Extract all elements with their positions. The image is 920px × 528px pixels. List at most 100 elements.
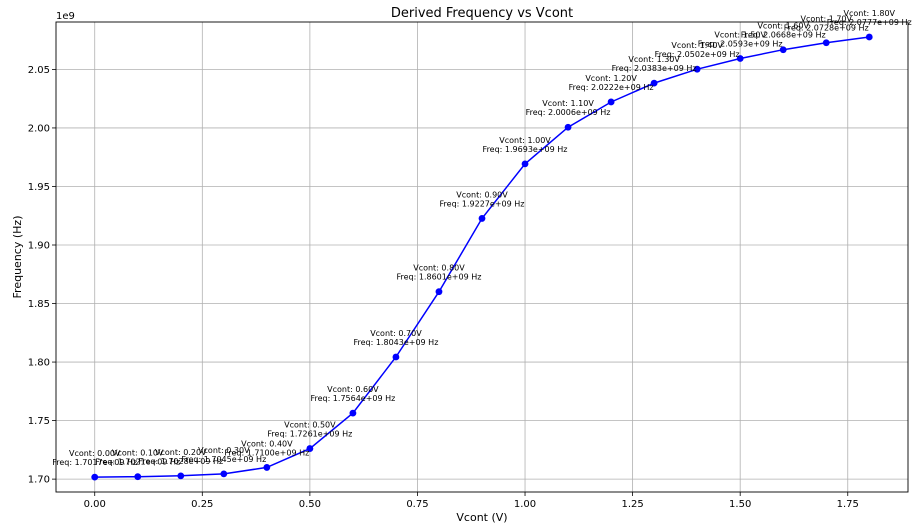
data-point [220, 470, 228, 478]
axis-ticks: 0.00 0.25 0.50 0.75 1.00 1.25 1.50 1.75 1.70 1.75… [28, 65, 859, 510]
annotation-vcont-text: Vcont: 0.10V [112, 449, 164, 458]
data-point [607, 98, 615, 106]
annotation-freq-text: Freq: 2.0777e+09 Hz [827, 18, 912, 27]
annotation-freq-text: Freq: 1.7045e+09 Hz [181, 455, 266, 464]
annotation-freq-text: Freq: 2.0222e+09 Hz [569, 83, 654, 92]
annotation-vcont-text: Vcont: 0.20V [155, 448, 207, 457]
series-line [94, 36, 870, 478]
annotation-freq-text: Freq: 1.8043e+09 Hz [353, 338, 438, 347]
x-tick-label: 0.75 [406, 499, 428, 510]
x-tick-label: 0.00 [84, 499, 106, 510]
data-point [435, 288, 443, 296]
grid [56, 22, 908, 492]
y-tick-label: 1.80 [28, 358, 50, 369]
annotation-freq-text: Freq: 2.0502e+09 Hz [655, 50, 740, 59]
annotation-vcont-text: Vcont: 0.90V [456, 190, 508, 199]
y-tick-label: 2.05 [28, 65, 50, 76]
y-axis-label: Frequency (Hz) [11, 216, 24, 299]
annotation-freq-text: Freq: 1.7100e+09 Hz [224, 448, 309, 457]
data-point [779, 46, 787, 54]
annotation-vcont-text: Vcont: 1.20V [585, 74, 637, 83]
annotation-vcont-text: Vcont: 0.70V [370, 329, 422, 338]
data-point [521, 160, 529, 168]
annotation-freq-text: Freq: 1.7017e+09 Hz [52, 458, 137, 467]
annotation-vcont-text: Vcont: 1.50V [714, 31, 766, 40]
x-tick-label: 1.75 [837, 499, 859, 510]
annotation-freq-text: Freq: 2.0006e+09 Hz [526, 108, 611, 117]
data-point [650, 79, 658, 87]
data-point [822, 39, 830, 47]
y-tick-label: 1.95 [28, 182, 50, 193]
y-tick-label: 1.75 [28, 416, 50, 427]
annotation-vcont-text: Vcont: 0.50V [284, 421, 336, 430]
data-point [736, 55, 744, 62]
annotation-freq-text: Freq: 1.9227e+09 Hz [440, 199, 525, 208]
plot-frame [55, 21, 909, 493]
annotation-vcont-text: Vcont: 1.00V [499, 136, 551, 145]
annotation-vcont-text: Vcont: 1.70V [800, 15, 852, 24]
x-axis-label: Vcont (V) [456, 511, 507, 524]
annotation-freq-text: Freq: 1.8601e+09 Hz [397, 273, 482, 282]
annotation-vcont-text: Vcont: 0.00V [69, 449, 121, 458]
annotation-freq-text: Freq: 1.7021e+09 Hz [95, 458, 180, 467]
annotation-freq-text: Freq: 1.7261e+09 Hz [267, 430, 352, 439]
x-tick-label: 0.50 [299, 499, 321, 510]
data-point [865, 33, 873, 41]
y-offset-label: 1e9 [56, 11, 75, 22]
data-point [306, 445, 314, 452]
annotation-freq-text: Freq: 2.0668e+09 Hz [741, 31, 826, 40]
annotation-vcont-text: Vcont: 1.30V [628, 55, 680, 64]
annotation-vcont-text: Vcont: 1.10V [542, 99, 594, 108]
annotation-freq-text: Freq: 2.0593e+09 Hz [698, 40, 783, 49]
data-points [91, 33, 873, 481]
data-point [693, 65, 701, 73]
y-tick-label: 1.85 [28, 299, 50, 310]
series-line-group [94, 36, 870, 478]
data-point [91, 473, 99, 481]
data-point [349, 409, 357, 417]
annotation-freq-text: Freq: 2.0383e+09 Hz [612, 64, 697, 73]
x-tick-label: 0.25 [191, 499, 213, 510]
y-tick-label: 2.00 [28, 123, 50, 134]
data-point [134, 473, 142, 481]
data-point [177, 472, 185, 480]
y-tick-label: 1.90 [28, 241, 50, 252]
x-tick-label: 1.25 [621, 499, 643, 510]
data-point [564, 123, 572, 131]
data-point [263, 464, 271, 471]
annotation-freq-text: Freq: 2.0728e+09 Hz [784, 24, 869, 33]
data-point [478, 215, 486, 222]
x-tick-label: 1.00 [514, 499, 536, 510]
y-tick-label: 1.70 [28, 475, 50, 486]
annotation-vcont-text: Vcont: 1.40V [671, 41, 723, 50]
x-tick-label: 1.50 [729, 499, 751, 510]
annotation-vcont-text: Vcont: 0.80V [413, 264, 465, 273]
annotation-vcont-text: Vcont: 0.40V [241, 439, 293, 448]
annotation-vcont-text: Vcont: 1.80V [844, 9, 896, 18]
data-point [392, 353, 400, 361]
annotation-vcont-text: Vcont: 1.60V [757, 22, 809, 31]
chart-title: Derived Frequency vs Vcont [391, 6, 573, 21]
annotation-vcont-text: Vcont: 0.30V [198, 446, 250, 455]
annotation-freq-text: Freq: 1.9693e+09 Hz [483, 145, 568, 154]
